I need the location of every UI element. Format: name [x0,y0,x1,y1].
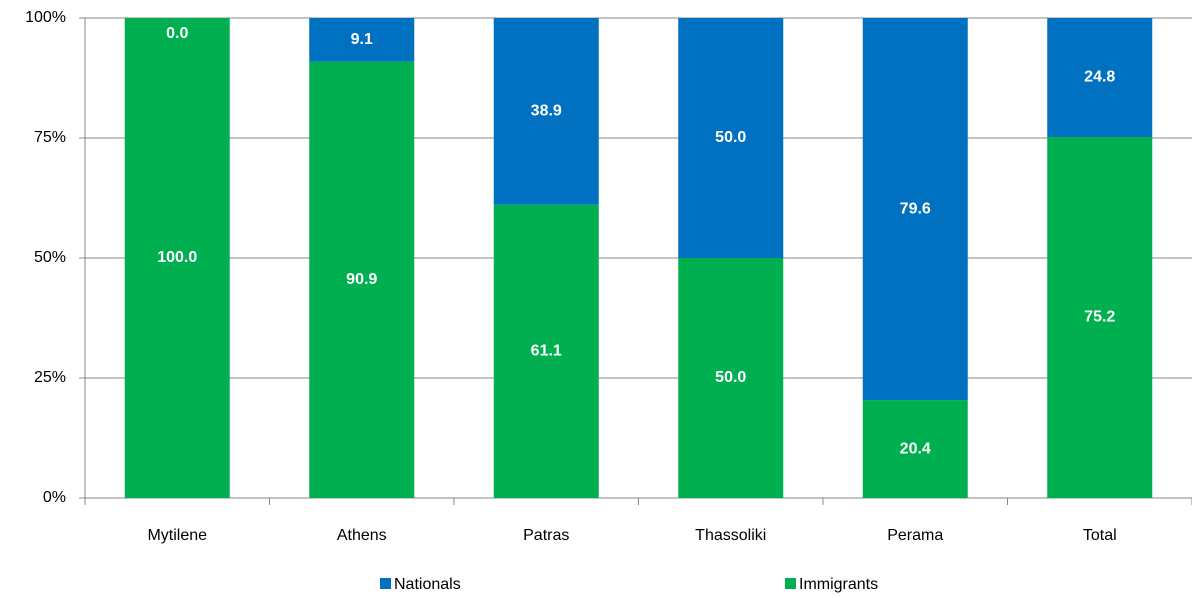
legend-label: Nationals [394,576,461,593]
data-label: 9.1 [351,31,373,48]
data-label: 50.0 [715,369,746,386]
data-label: 79.6 [900,200,931,217]
data-label: 38.9 [531,103,562,120]
y-tick-label: 50% [34,249,66,266]
data-label: 20.4 [900,440,931,457]
x-tick-label: Total [1083,527,1117,544]
data-label: 0.0 [166,25,188,42]
y-tick-label: 75% [34,129,66,146]
legend-label: Immigrants [799,576,878,593]
data-label: 24.8 [1084,69,1115,86]
x-tick-label: Perama [887,527,943,544]
legend-swatch [380,578,391,589]
bar-segment [1047,137,1153,499]
y-tick-label: 100% [25,9,66,26]
x-tick-label: Thassoliki [695,527,766,544]
bar-segment [309,61,415,499]
bar-segment [862,18,968,401]
data-label: 90.9 [346,271,377,288]
bar-segment [678,258,784,498]
data-label: 50.0 [715,129,746,146]
data-label: 61.1 [531,343,562,360]
data-label: 100.0 [157,249,197,266]
bar-segment [1047,18,1153,138]
legend-swatch [785,578,796,589]
bar-segment [124,18,230,498]
bar-segment [493,18,599,205]
x-tick-label: Mytilene [147,527,207,544]
bar-segment [309,18,415,62]
bar-segment [678,18,784,258]
bar-segment [493,204,599,498]
data-label: 75.2 [1084,309,1115,326]
x-tick-label: Patras [523,527,569,544]
y-tick-label: 25% [34,369,66,386]
x-tick-label: Athens [337,527,387,544]
y-tick-label: 0% [43,489,66,506]
bar-segment [862,400,968,498]
